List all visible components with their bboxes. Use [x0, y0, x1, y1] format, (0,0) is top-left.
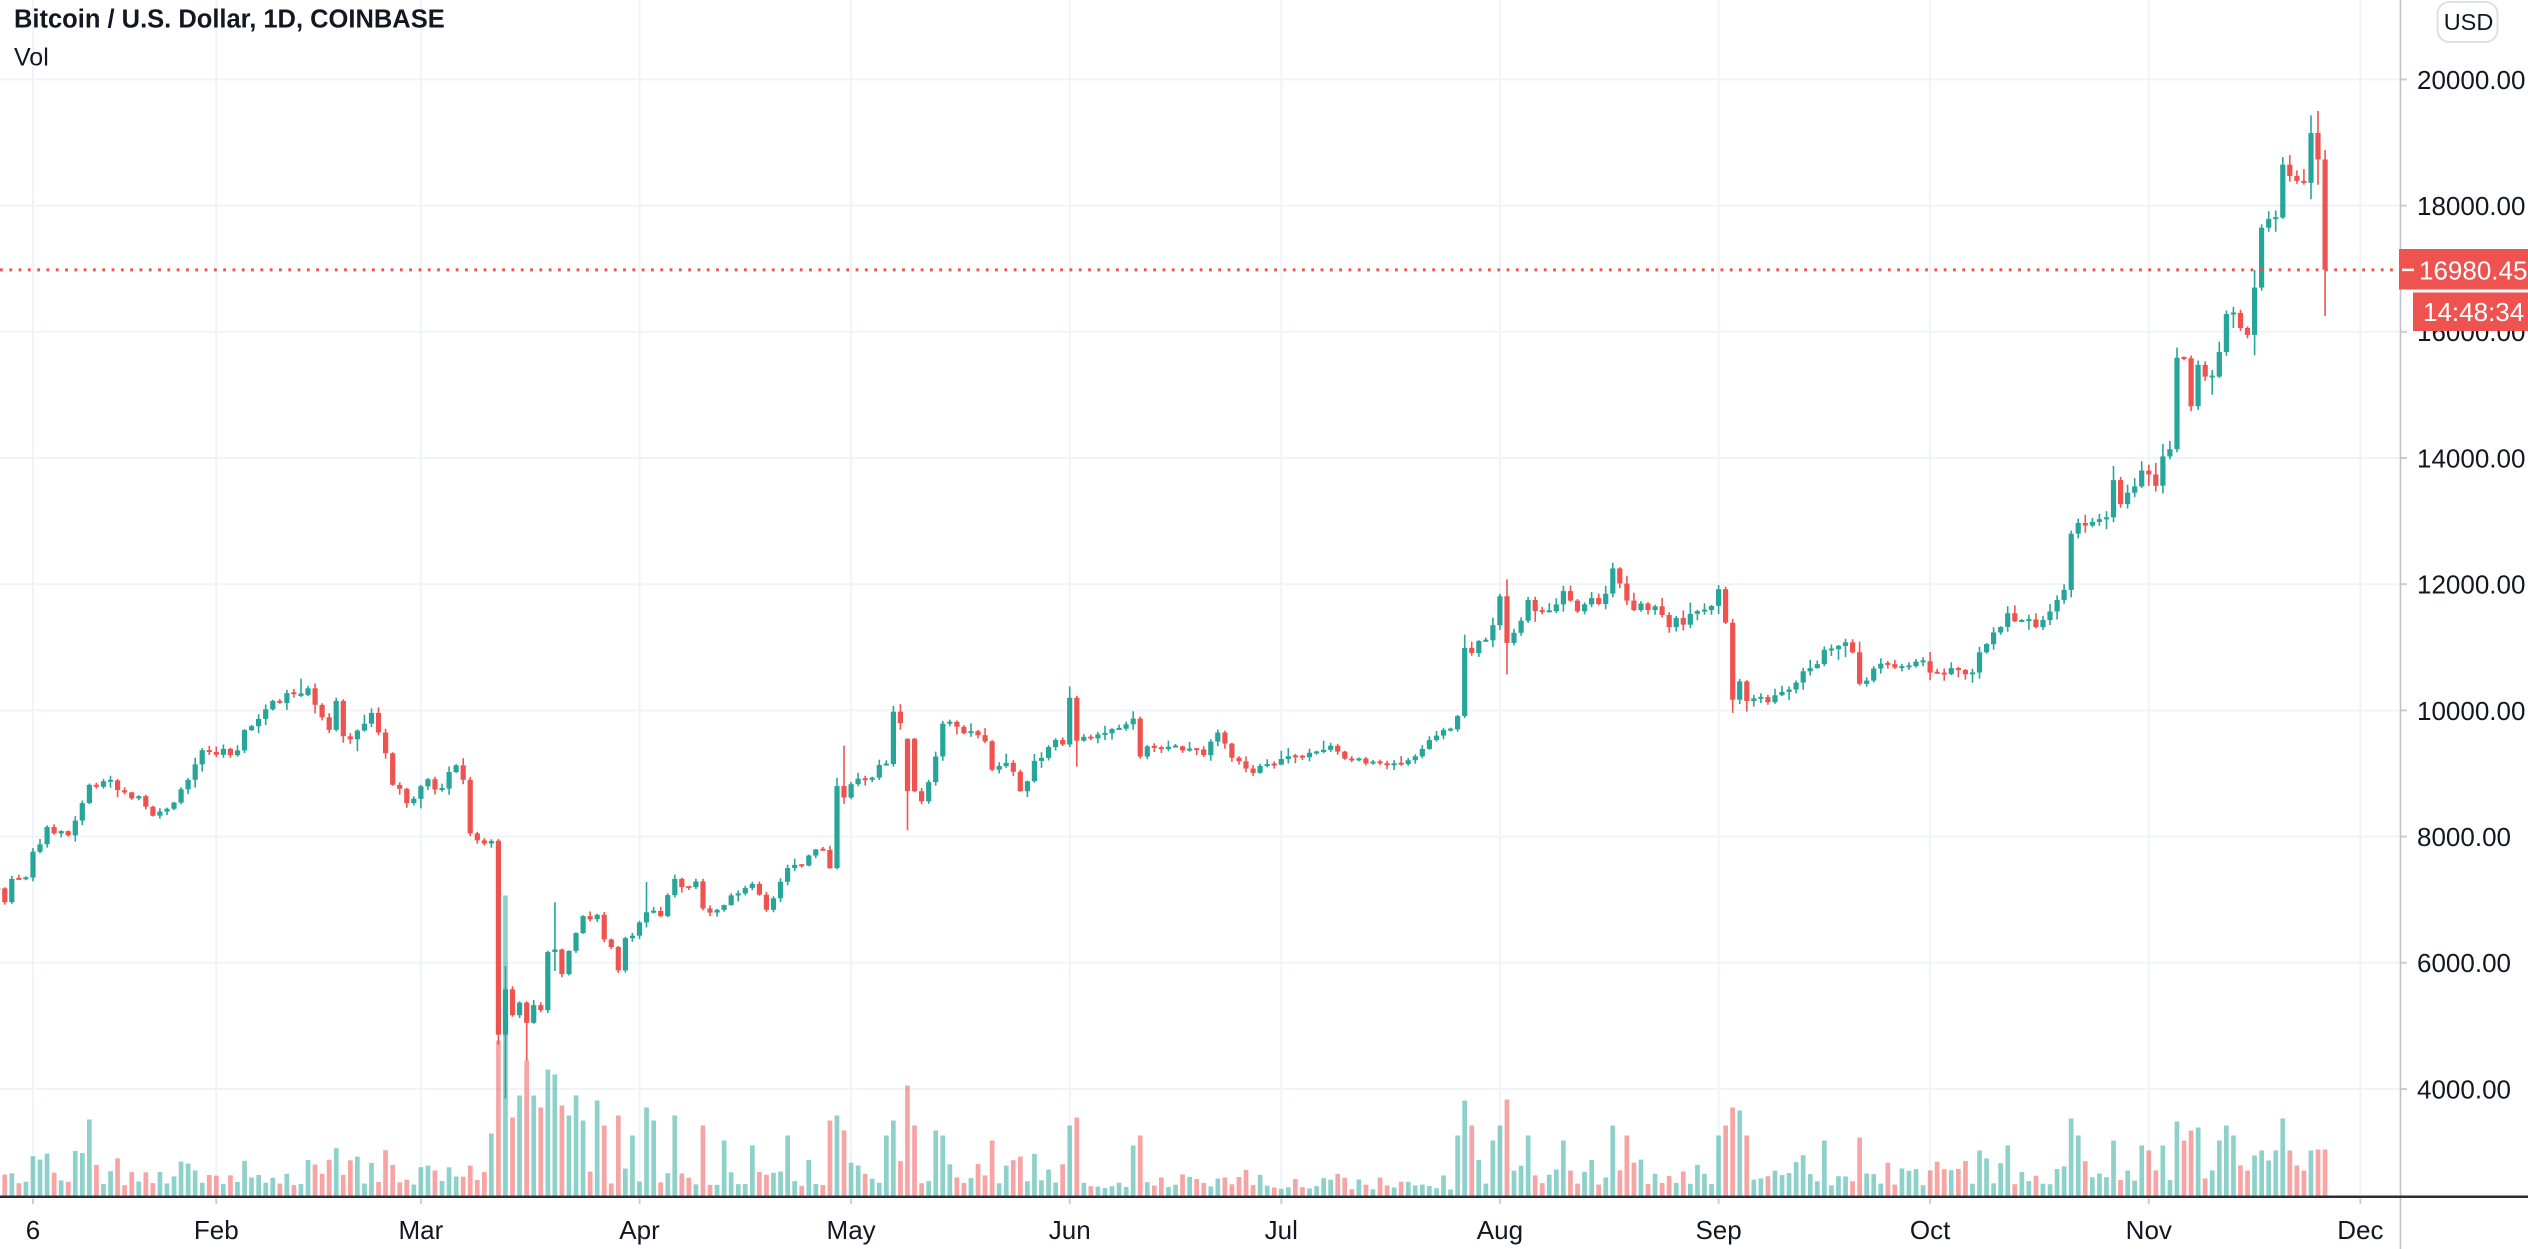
svg-text:6: 6	[26, 1215, 40, 1245]
svg-text:8000.00: 8000.00	[2417, 822, 2511, 852]
svg-text:14:48:34: 14:48:34	[2423, 297, 2524, 327]
svg-text:Nov: Nov	[2126, 1215, 2172, 1245]
svg-text:Feb: Feb	[194, 1215, 239, 1245]
svg-text:May: May	[827, 1215, 876, 1245]
svg-text:Bitcoin / U.S. Dollar, 1D, COI: Bitcoin / U.S. Dollar, 1D, COINBASE	[14, 6, 445, 34]
svg-text:12000.00: 12000.00	[2417, 570, 2525, 600]
svg-text:6000.00: 6000.00	[2417, 948, 2511, 978]
svg-text:Sep: Sep	[1695, 1215, 1741, 1245]
svg-text:Jul: Jul	[1265, 1215, 1298, 1245]
svg-text:Apr: Apr	[619, 1215, 660, 1245]
svg-text:4000.00: 4000.00	[2417, 1074, 2511, 1104]
svg-text:Aug: Aug	[1477, 1215, 1523, 1245]
svg-text:Vol: Vol	[14, 44, 49, 72]
svg-text:14000.00: 14000.00	[2417, 443, 2525, 473]
svg-text:18000.00: 18000.00	[2417, 191, 2525, 221]
svg-text:USD: USD	[2444, 9, 2494, 35]
svg-text:16980.45: 16980.45	[2419, 255, 2527, 285]
svg-text:Oct: Oct	[1910, 1215, 1951, 1245]
svg-text:Jun: Jun	[1049, 1215, 1091, 1245]
svg-text:Dec: Dec	[2337, 1215, 2383, 1245]
svg-text:20000.00: 20000.00	[2417, 65, 2525, 95]
svg-text:10000.00: 10000.00	[2417, 696, 2525, 726]
svg-text:Mar: Mar	[399, 1215, 444, 1245]
